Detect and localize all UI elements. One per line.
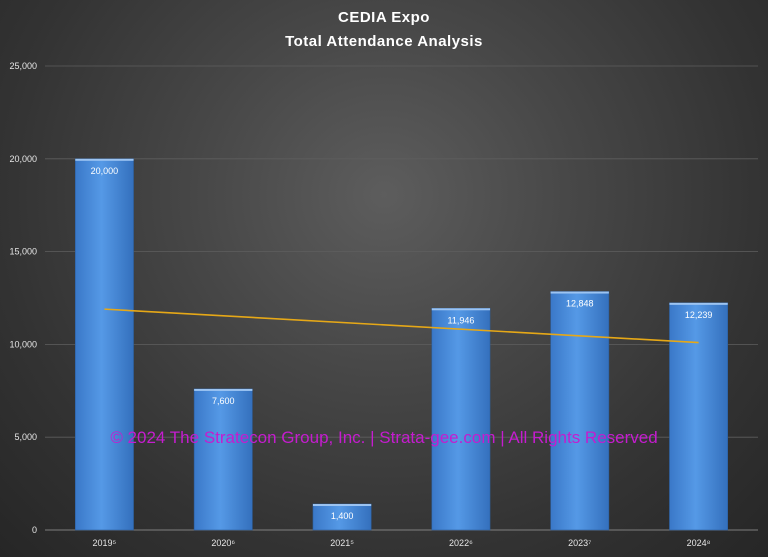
x-tick-label: 2023⁷ xyxy=(568,538,591,548)
bar xyxy=(431,307,491,531)
bar-highlight xyxy=(669,302,728,305)
bar xyxy=(669,302,728,531)
x-tick-label: 2022⁶ xyxy=(449,538,473,548)
trendline xyxy=(104,308,699,344)
bar-highlight xyxy=(312,504,372,507)
y-tick-label: 5,000 xyxy=(14,432,37,442)
bar xyxy=(75,158,134,531)
bar-highlight xyxy=(75,158,134,161)
data-label: 12,239 xyxy=(685,310,713,320)
y-tick-label: 10,000 xyxy=(9,339,37,349)
bar-highlight xyxy=(431,308,491,311)
data-label: 7,600 xyxy=(212,396,235,406)
bar xyxy=(193,388,253,531)
bar xyxy=(312,503,372,531)
bar-highlight xyxy=(550,291,609,294)
bar-highlight xyxy=(194,388,253,391)
y-tick-label: 25,000 xyxy=(9,61,37,71)
y-tick-label: 20,000 xyxy=(9,154,37,164)
copyright-watermark: © 2024 The Stratecon Group, Inc. | Strat… xyxy=(110,428,658,447)
data-label: 11,946 xyxy=(447,315,474,325)
x-tick-label: 2021⁵ xyxy=(330,538,354,548)
bar xyxy=(550,291,610,531)
data-label: 1,400 xyxy=(331,511,354,521)
data-label: 20,000 xyxy=(91,166,119,176)
chart-title: CEDIA Expo xyxy=(338,9,430,26)
x-tick-label: 2019⁵ xyxy=(93,538,117,548)
x-tick-label: 2024⁸ xyxy=(687,538,711,548)
chart-subtitle: Total Attendance Analysis xyxy=(285,33,483,50)
y-tick-label: 15,000 xyxy=(9,247,37,257)
data-label: 12,848 xyxy=(566,299,594,309)
x-tick-label: 2020⁶ xyxy=(211,538,235,548)
y-tick-label: 0 xyxy=(32,525,37,535)
